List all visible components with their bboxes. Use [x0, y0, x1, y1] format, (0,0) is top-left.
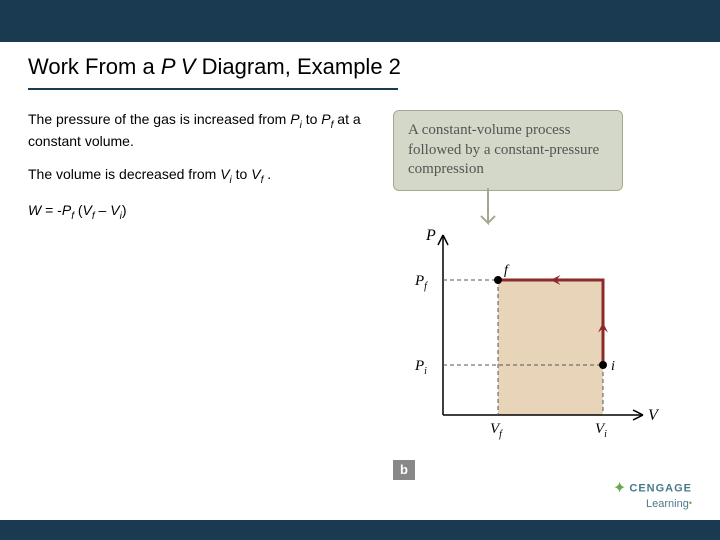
title-suffix: Diagram, Example 2 — [195, 54, 400, 79]
svg-text:Pi: Pi — [414, 358, 427, 377]
para-2: The volume is decreased from Vi to Vf . — [28, 165, 373, 187]
cengage-logo: ✦ CENGAGE Learning• — [613, 480, 692, 510]
logo-dot-icon: • — [689, 498, 692, 508]
p1-pi: P — [290, 111, 299, 127]
para-3: W = -Pf (Vf – Vi) — [28, 201, 373, 223]
para-1: The pressure of the gas is increased fro… — [28, 110, 373, 151]
text-column: The pressure of the gas is increased fro… — [28, 110, 373, 238]
title-pv: P V — [161, 54, 196, 79]
header-bar — [0, 0, 720, 42]
p2a: The volume is decreased from — [28, 166, 220, 182]
p3-vf: V — [83, 202, 92, 218]
diagram-column: A constant-volume process followed by a … — [373, 110, 692, 238]
p1a: The pressure of the gas is increased fro… — [28, 111, 290, 127]
star-icon: ✦ — [613, 480, 626, 497]
logo-sub: Learning — [646, 498, 689, 510]
svg-text:Vi: Vi — [595, 421, 607, 440]
svg-text:f: f — [504, 263, 510, 278]
p2b: to — [232, 166, 251, 182]
p1-pf: P — [321, 111, 330, 127]
p3c: ( — [74, 202, 83, 218]
p1b: to — [302, 111, 321, 127]
svg-text:V: V — [648, 407, 660, 424]
title-prefix: Work From a — [28, 54, 161, 79]
p3d: – — [95, 202, 111, 218]
content-area: The pressure of the gas is increased fro… — [0, 90, 720, 238]
svg-text:Pf: Pf — [414, 273, 428, 292]
pv-diagram: P V Pf Pi Vf Vi f i — [393, 225, 673, 455]
svg-text:P: P — [425, 227, 436, 244]
svg-text:i: i — [611, 359, 615, 374]
panel-label: b — [393, 460, 415, 480]
p3b: = - — [41, 202, 62, 218]
p3e: ) — [122, 202, 127, 218]
logo-brand: CENGAGE — [629, 483, 692, 495]
p2c: . — [263, 166, 271, 182]
p3-pf: P — [62, 202, 71, 218]
footer-bar — [0, 520, 720, 540]
p2-vi: V — [220, 166, 229, 182]
p3a: W — [28, 202, 41, 218]
page-title: Work From a P V Diagram, Example 2 — [0, 42, 720, 88]
callout-box: A constant-volume process followed by a … — [393, 110, 623, 191]
svg-text:Vf: Vf — [490, 421, 503, 440]
p2-vf: V — [251, 166, 260, 182]
p3-vi: V — [110, 202, 119, 218]
